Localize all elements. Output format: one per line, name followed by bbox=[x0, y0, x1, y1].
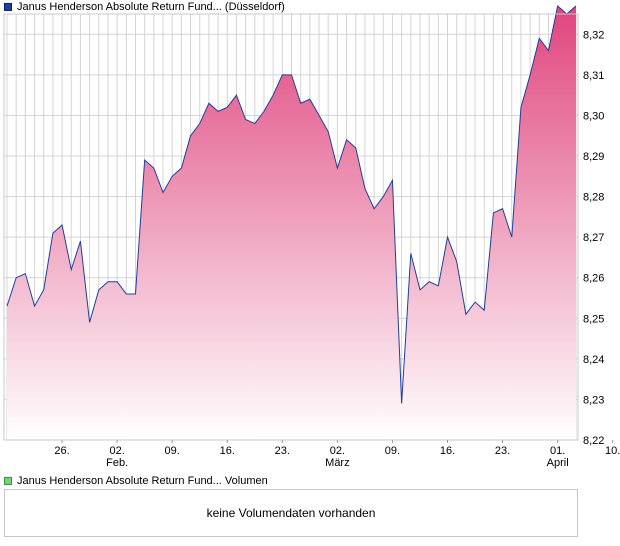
x-tick-label: 09. bbox=[165, 445, 180, 457]
x-month-label: Feb. bbox=[106, 457, 128, 469]
y-tick-label: 8,25 bbox=[583, 313, 604, 325]
price-chart: 8,22 8,23 8,24 8,25 8,26 8,27 8,28 8,29 8,30 8,31… bbox=[3, 4, 620, 469]
x-tick-label: 01. bbox=[550, 445, 565, 457]
volume-legend: Janus Henderson Absolute Return Fund... … bbox=[4, 474, 268, 488]
y-tick-label: 8,23 bbox=[583, 394, 604, 406]
x-tick-label: 02. bbox=[109, 445, 124, 457]
x-tick-label: 10. bbox=[605, 445, 620, 457]
plot-border bbox=[3, 13, 579, 441]
x-tick-label: 09. bbox=[385, 445, 400, 457]
y-tick-label: 8,27 bbox=[583, 232, 604, 244]
y-tick-label: 8,22 bbox=[583, 435, 604, 447]
x-tick-label: 16. bbox=[220, 445, 235, 457]
price-legend: Janus Henderson Absolute Return Fund... … bbox=[4, 0, 285, 14]
price-legend-label: Janus Henderson Absolute Return Fund... … bbox=[17, 1, 285, 13]
y-tick-label: 8,28 bbox=[583, 192, 604, 204]
y-tick-label: 8,32 bbox=[583, 29, 604, 41]
price-area bbox=[7, 5, 576, 440]
x-tick-label: 16. bbox=[440, 445, 455, 457]
y-tick-label: 8,31 bbox=[583, 70, 604, 82]
x-tick-label: 02. bbox=[330, 445, 345, 457]
x-tick-label: 23. bbox=[275, 445, 290, 457]
y-tick-label: 8,26 bbox=[583, 273, 604, 285]
x-month-label: April bbox=[547, 457, 569, 469]
volume-legend-swatch bbox=[4, 477, 12, 485]
x-tick-label: 26. bbox=[54, 445, 69, 457]
volume-empty-message: keine Volumendaten vorhanden bbox=[206, 506, 376, 520]
volume-panel: keine Volumendaten vorhanden bbox=[4, 489, 578, 537]
price-line bbox=[6, 4, 577, 404]
x-month-label: März bbox=[325, 457, 349, 469]
y-tick-label: 8,30 bbox=[583, 110, 604, 122]
volume-legend-label: Janus Henderson Absolute Return Fund... … bbox=[17, 475, 268, 487]
y-tick-label: 8,29 bbox=[583, 151, 604, 163]
y-tick-label: 8,24 bbox=[583, 354, 604, 366]
price-legend-swatch bbox=[4, 3, 12, 11]
x-tick-label: 23. bbox=[495, 445, 510, 457]
